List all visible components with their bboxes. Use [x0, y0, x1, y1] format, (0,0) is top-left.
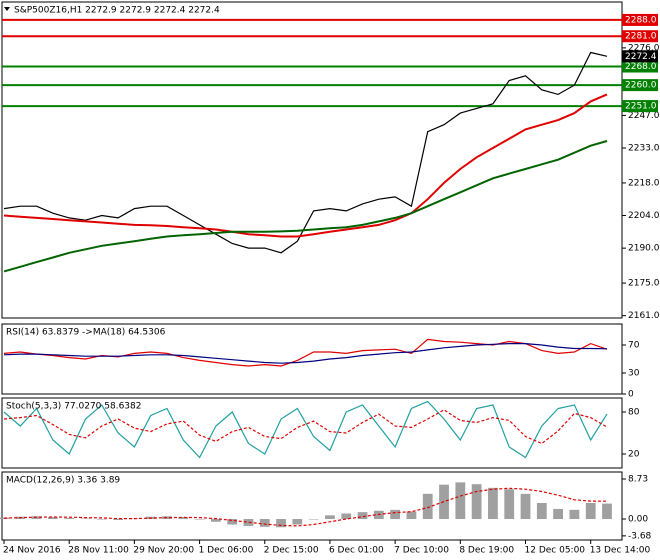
y-tick-label: 8.73	[628, 475, 648, 485]
y-tick-label: 70	[628, 341, 640, 351]
panel-frame	[1, 323, 623, 395]
macd-bar	[602, 503, 612, 520]
macd-bar	[520, 493, 531, 520]
y-tick-label: 2161.0	[628, 311, 660, 321]
panel-title: RSI(14) 63.8379 ->MA(18) 64.5306	[6, 328, 166, 338]
level-tag	[622, 100, 658, 113]
panel-title: Stoch(5,3,3) 77.0270 58.6382	[6, 402, 141, 412]
macd-bar	[276, 519, 286, 528]
macd-bar	[259, 519, 270, 527]
level-tag	[622, 13, 658, 26]
x-tick-label: 6 Dec 01:00	[329, 546, 384, 556]
macd-bar	[406, 511, 417, 520]
macd-bar	[536, 502, 547, 520]
level-label: 2281.0	[625, 32, 657, 42]
level-label: 2260.0	[625, 81, 657, 91]
macd-bar	[178, 517, 189, 520]
x-tick-label: 28 Nov 11:00	[68, 546, 129, 556]
level-label: 2288.0	[625, 15, 657, 25]
x-tick-label: 12 Dec 05:00	[525, 546, 586, 556]
last-price-label: 2272.4	[625, 52, 657, 62]
macd-bar	[422, 493, 433, 520]
macd-bar	[341, 513, 352, 520]
macd-bar	[243, 519, 254, 526]
series-line	[3, 51, 608, 254]
menu-arrow	[4, 7, 10, 11]
series-line	[3, 93, 608, 238]
macd-bar	[325, 515, 335, 520]
macd-bar	[194, 519, 205, 520]
macd-bar	[64, 518, 75, 520]
y-tick-label: 2247.0	[628, 111, 660, 121]
series-line	[3, 140, 608, 273]
y-tick-label: 0.00	[628, 515, 648, 525]
series-line	[3, 400, 608, 459]
series-line	[3, 343, 608, 364]
x-tick-label: 2 Dec 15:00	[264, 546, 319, 556]
macd-bar	[227, 519, 238, 525]
macd-bar	[48, 517, 58, 520]
macd-bar	[113, 519, 123, 520]
y-tick-label: 2233.0	[628, 144, 660, 154]
y-tick-label: 2175.0	[628, 279, 660, 289]
panel-frame	[1, 1, 623, 319]
macd-bar	[292, 519, 303, 525]
panel-frame	[1, 471, 623, 541]
level-tag	[622, 60, 658, 73]
x-tick-label: 13 Dec 14:00	[590, 546, 651, 556]
panel-title: MACD(12,26,9) 3.36 3.89	[6, 476, 120, 486]
x-tick-label: 1 Dec 06:00	[199, 546, 254, 556]
macd-bar	[488, 487, 498, 520]
panel-title: S&P500Z16,H1 2272.9 2272.9 2272.4 2272.4	[14, 6, 220, 16]
y-tick-label: 80	[628, 408, 640, 418]
level-tag	[622, 30, 658, 43]
x-tick-label: 7 Dec 10:00	[394, 546, 449, 556]
panel-frame	[1, 397, 623, 469]
macd-bar	[553, 508, 563, 520]
macd-bar	[308, 519, 319, 520]
macd-bar	[471, 484, 482, 520]
macd-bar	[569, 509, 580, 520]
y-tick-label: 2218.0	[628, 178, 660, 188]
last-price-tag	[622, 50, 658, 63]
macd-bar	[96, 519, 107, 520]
macd-bar	[210, 519, 221, 522]
x-tick-label: 29 Nov 20:00	[133, 546, 194, 556]
x-tick-label: 24 Nov 2016	[3, 546, 61, 556]
macd-bar	[162, 516, 172, 520]
level-tag	[622, 79, 658, 92]
macd-bar	[455, 482, 466, 520]
x-tick-label: 8 Dec 19:00	[459, 546, 514, 556]
macd-bar	[80, 518, 91, 520]
y-tick-label: 20	[628, 450, 640, 460]
y-tick-label: 30	[628, 369, 640, 379]
macd-bar	[357, 512, 368, 520]
macd-bar	[585, 502, 596, 520]
y-tick-label: 0	[628, 390, 634, 400]
y-tick-label: 2190.0	[628, 244, 660, 254]
macd-bar	[504, 489, 515, 520]
y-tick-label: 2276.0	[628, 43, 660, 53]
macd-bar	[390, 509, 401, 520]
series-line	[3, 409, 608, 445]
level-label: 2268.0	[625, 62, 657, 72]
y-tick-label: 2204.0	[628, 211, 660, 221]
y-tick-label: -3.68	[628, 531, 652, 541]
series-line	[3, 487, 608, 527]
level-label: 2251.0	[625, 102, 657, 112]
